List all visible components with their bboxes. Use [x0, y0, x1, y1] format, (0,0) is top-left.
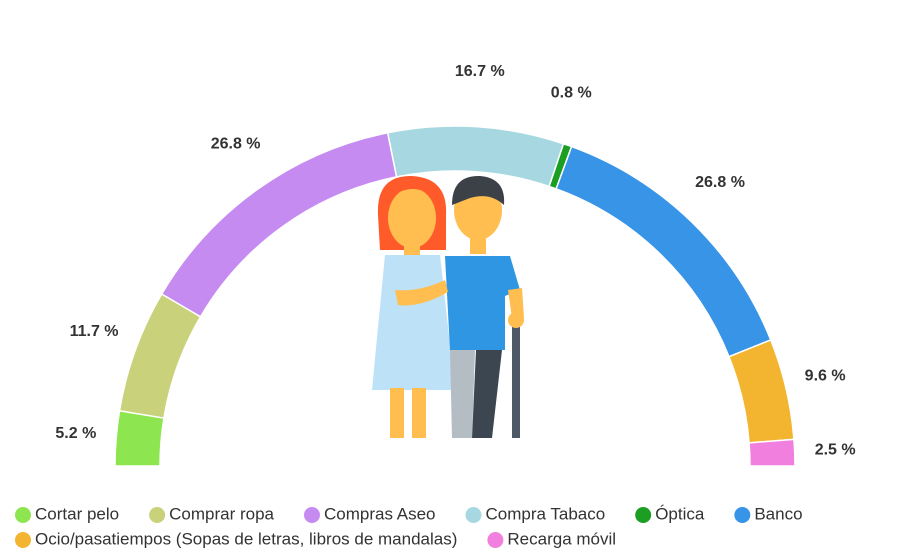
- data-label: 26.8 %: [211, 136, 261, 153]
- data-label: 0.8 %: [551, 84, 592, 101]
- legend-marker: [149, 507, 166, 523]
- segment: [748, 438, 796, 467]
- legend-marker: [15, 507, 31, 523]
- legend-label: Compra Tabaco: [485, 504, 605, 523]
- legend-marker: [487, 532, 504, 548]
- legend-label: Banco: [754, 504, 802, 523]
- segment: [728, 338, 795, 444]
- data-label: 11.7 %: [70, 323, 119, 340]
- data-label: 5.2 %: [55, 425, 96, 442]
- data-label: 2.5 %: [815, 442, 856, 459]
- segment: [118, 292, 202, 419]
- legend-label: Comprar ropa: [169, 504, 274, 523]
- data-label: 26.8 %: [695, 174, 745, 191]
- data-label: 16.7 %: [455, 63, 505, 80]
- legend-marker: [465, 507, 482, 523]
- legend-marker: [303, 507, 320, 523]
- legend-label: Ocio/pasatiempos (Sopas de letras, libro…: [35, 529, 457, 548]
- legend-marker: [734, 507, 751, 523]
- segment: [160, 131, 398, 318]
- data-label: 9.6 %: [805, 368, 846, 385]
- legend-marker: [15, 532, 31, 548]
- illustration: [372, 175, 524, 438]
- segment: [114, 409, 165, 467]
- legend-marker: [635, 507, 652, 523]
- legend-label: Recarga móvil: [507, 529, 616, 548]
- legend-label: Cortar pelo: [35, 504, 119, 523]
- legend-label: Compras Aseo: [324, 504, 436, 523]
- legend-label: Óptica: [655, 504, 705, 523]
